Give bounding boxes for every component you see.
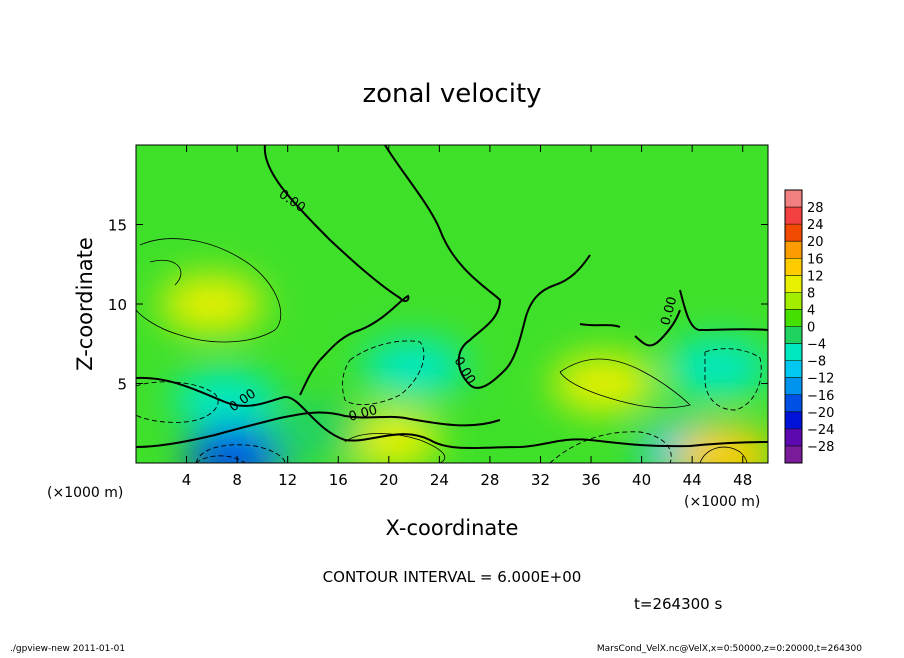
time-stamp-text: t=264300 s: [634, 595, 722, 613]
positive-contours: [136, 238, 748, 463]
x-unit-label-left: (×1000 m): [47, 485, 123, 501]
x-tick-label: 8: [232, 471, 242, 489]
footer-left-text: ./gpview-new 2011-01-01: [10, 644, 125, 654]
colorbar-label: 28: [807, 201, 824, 216]
x-tick-label: 28: [480, 471, 499, 489]
colorbar-swatch: [785, 190, 802, 208]
zero-contours: [136, 145, 768, 449]
x-tick-label: 32: [531, 471, 550, 489]
value-region: [551, 353, 656, 414]
contour-line: [342, 340, 425, 406]
colorbar-swatch: [785, 428, 802, 446]
colorbar-label: −20: [807, 406, 834, 421]
colorbar-swatch: [785, 207, 802, 225]
colorbar-swatch: [785, 275, 802, 293]
colorbar-label: 4: [807, 303, 815, 318]
zero-contour-line: [384, 145, 591, 389]
y-axis: 5 10 15: [108, 217, 768, 394]
x-tick-label: 4: [182, 471, 192, 489]
colorbar-label: 16: [807, 252, 824, 267]
colorbar-swatch: [785, 445, 802, 463]
colorbar-swatch: [785, 394, 802, 412]
color-fills: [159, 274, 768, 463]
y-axis-label: Z-coordinate: [73, 237, 97, 371]
contour-line: [195, 444, 286, 463]
colorbar-label: 12: [807, 269, 824, 284]
zero-contour-line: [136, 376, 768, 449]
colorbar-label: 20: [807, 235, 824, 250]
colorbar-swatch: [785, 326, 802, 344]
colorbar-swatch: [785, 360, 802, 378]
colorbar-label: 8: [807, 286, 815, 301]
contour-interval-text: CONTOUR INTERVAL = 6.000E+00: [323, 568, 582, 586]
colorbar-swatch: [785, 241, 802, 259]
value-region: [172, 369, 277, 430]
y-tick-label: 5: [117, 376, 127, 394]
contour-label: 0.00: [347, 403, 379, 425]
plot-area: 0.00 0.00 0.00 0.00 0.00: [136, 145, 768, 463]
colorbar-label: −16: [807, 389, 834, 404]
value-region: [362, 337, 467, 398]
x-tick-label: 20: [379, 471, 398, 489]
zero-contour-line: [579, 323, 621, 328]
colorbar-label: 0: [807, 321, 815, 336]
y-tick-label: 15: [108, 217, 127, 235]
colorbar-swatch: [785, 343, 802, 361]
colorbar-label: −8: [807, 355, 826, 370]
x-tick-label: 36: [581, 471, 600, 489]
contour-line: [344, 433, 446, 463]
x-tick-label: 12: [278, 471, 297, 489]
zero-contour-line: [136, 411, 501, 448]
colorbar: 28 24 20 16 12 8 4 0 −4 −8 −12 −16 −20 −24 −28: [784, 189, 834, 464]
zero-contour-line: [634, 309, 681, 347]
chart-title: zonal velocity: [362, 79, 541, 109]
contour-line: [136, 381, 219, 423]
colorbar-swatch: [785, 292, 802, 310]
colorbar-swatch: [785, 411, 802, 429]
x-tick-label: 48: [733, 471, 752, 489]
zero-contour-line: [679, 289, 768, 332]
colorbar-label: −28: [807, 440, 834, 455]
colorbar-swatch: [785, 309, 802, 327]
contour-line: [699, 446, 748, 463]
negative-contours: [136, 340, 762, 463]
zero-contour-line: [263, 145, 410, 396]
colorbar-label: −24: [807, 423, 834, 438]
contour-line: [559, 358, 691, 409]
contour-label: 0.00: [658, 295, 680, 327]
value-region: [159, 274, 264, 334]
x-axis: 4 8 12 16 20 24 28 32 36 40 44 48: [182, 145, 752, 489]
contour-line: [704, 348, 762, 411]
x-tick-label: 16: [329, 471, 348, 489]
x-tick-label: 44: [683, 471, 702, 489]
contour-line: [149, 259, 182, 286]
colorbar-swatch: [785, 224, 802, 242]
contour-line: [549, 431, 672, 463]
y-tick-label: 10: [108, 296, 127, 314]
colorbar-label: −4: [807, 338, 826, 353]
colorbar-label: 24: [807, 218, 824, 233]
value-region: [665, 337, 768, 398]
colorbar-label: −12: [807, 372, 834, 387]
x-axis-label: X-coordinate: [386, 516, 519, 540]
footer-right-text: MarsCond_VelX.nc@VelX,x=0:50000,z=0:2000…: [597, 644, 862, 654]
colorbar-swatch: [785, 377, 802, 395]
contour-line: [195, 455, 246, 463]
x-tick-label: 24: [430, 471, 449, 489]
x-tick-label: 40: [632, 471, 651, 489]
contour-line: [136, 238, 282, 343]
x-unit-label-right: (×1000 m): [684, 494, 760, 510]
colorbar-swatch: [785, 258, 802, 276]
